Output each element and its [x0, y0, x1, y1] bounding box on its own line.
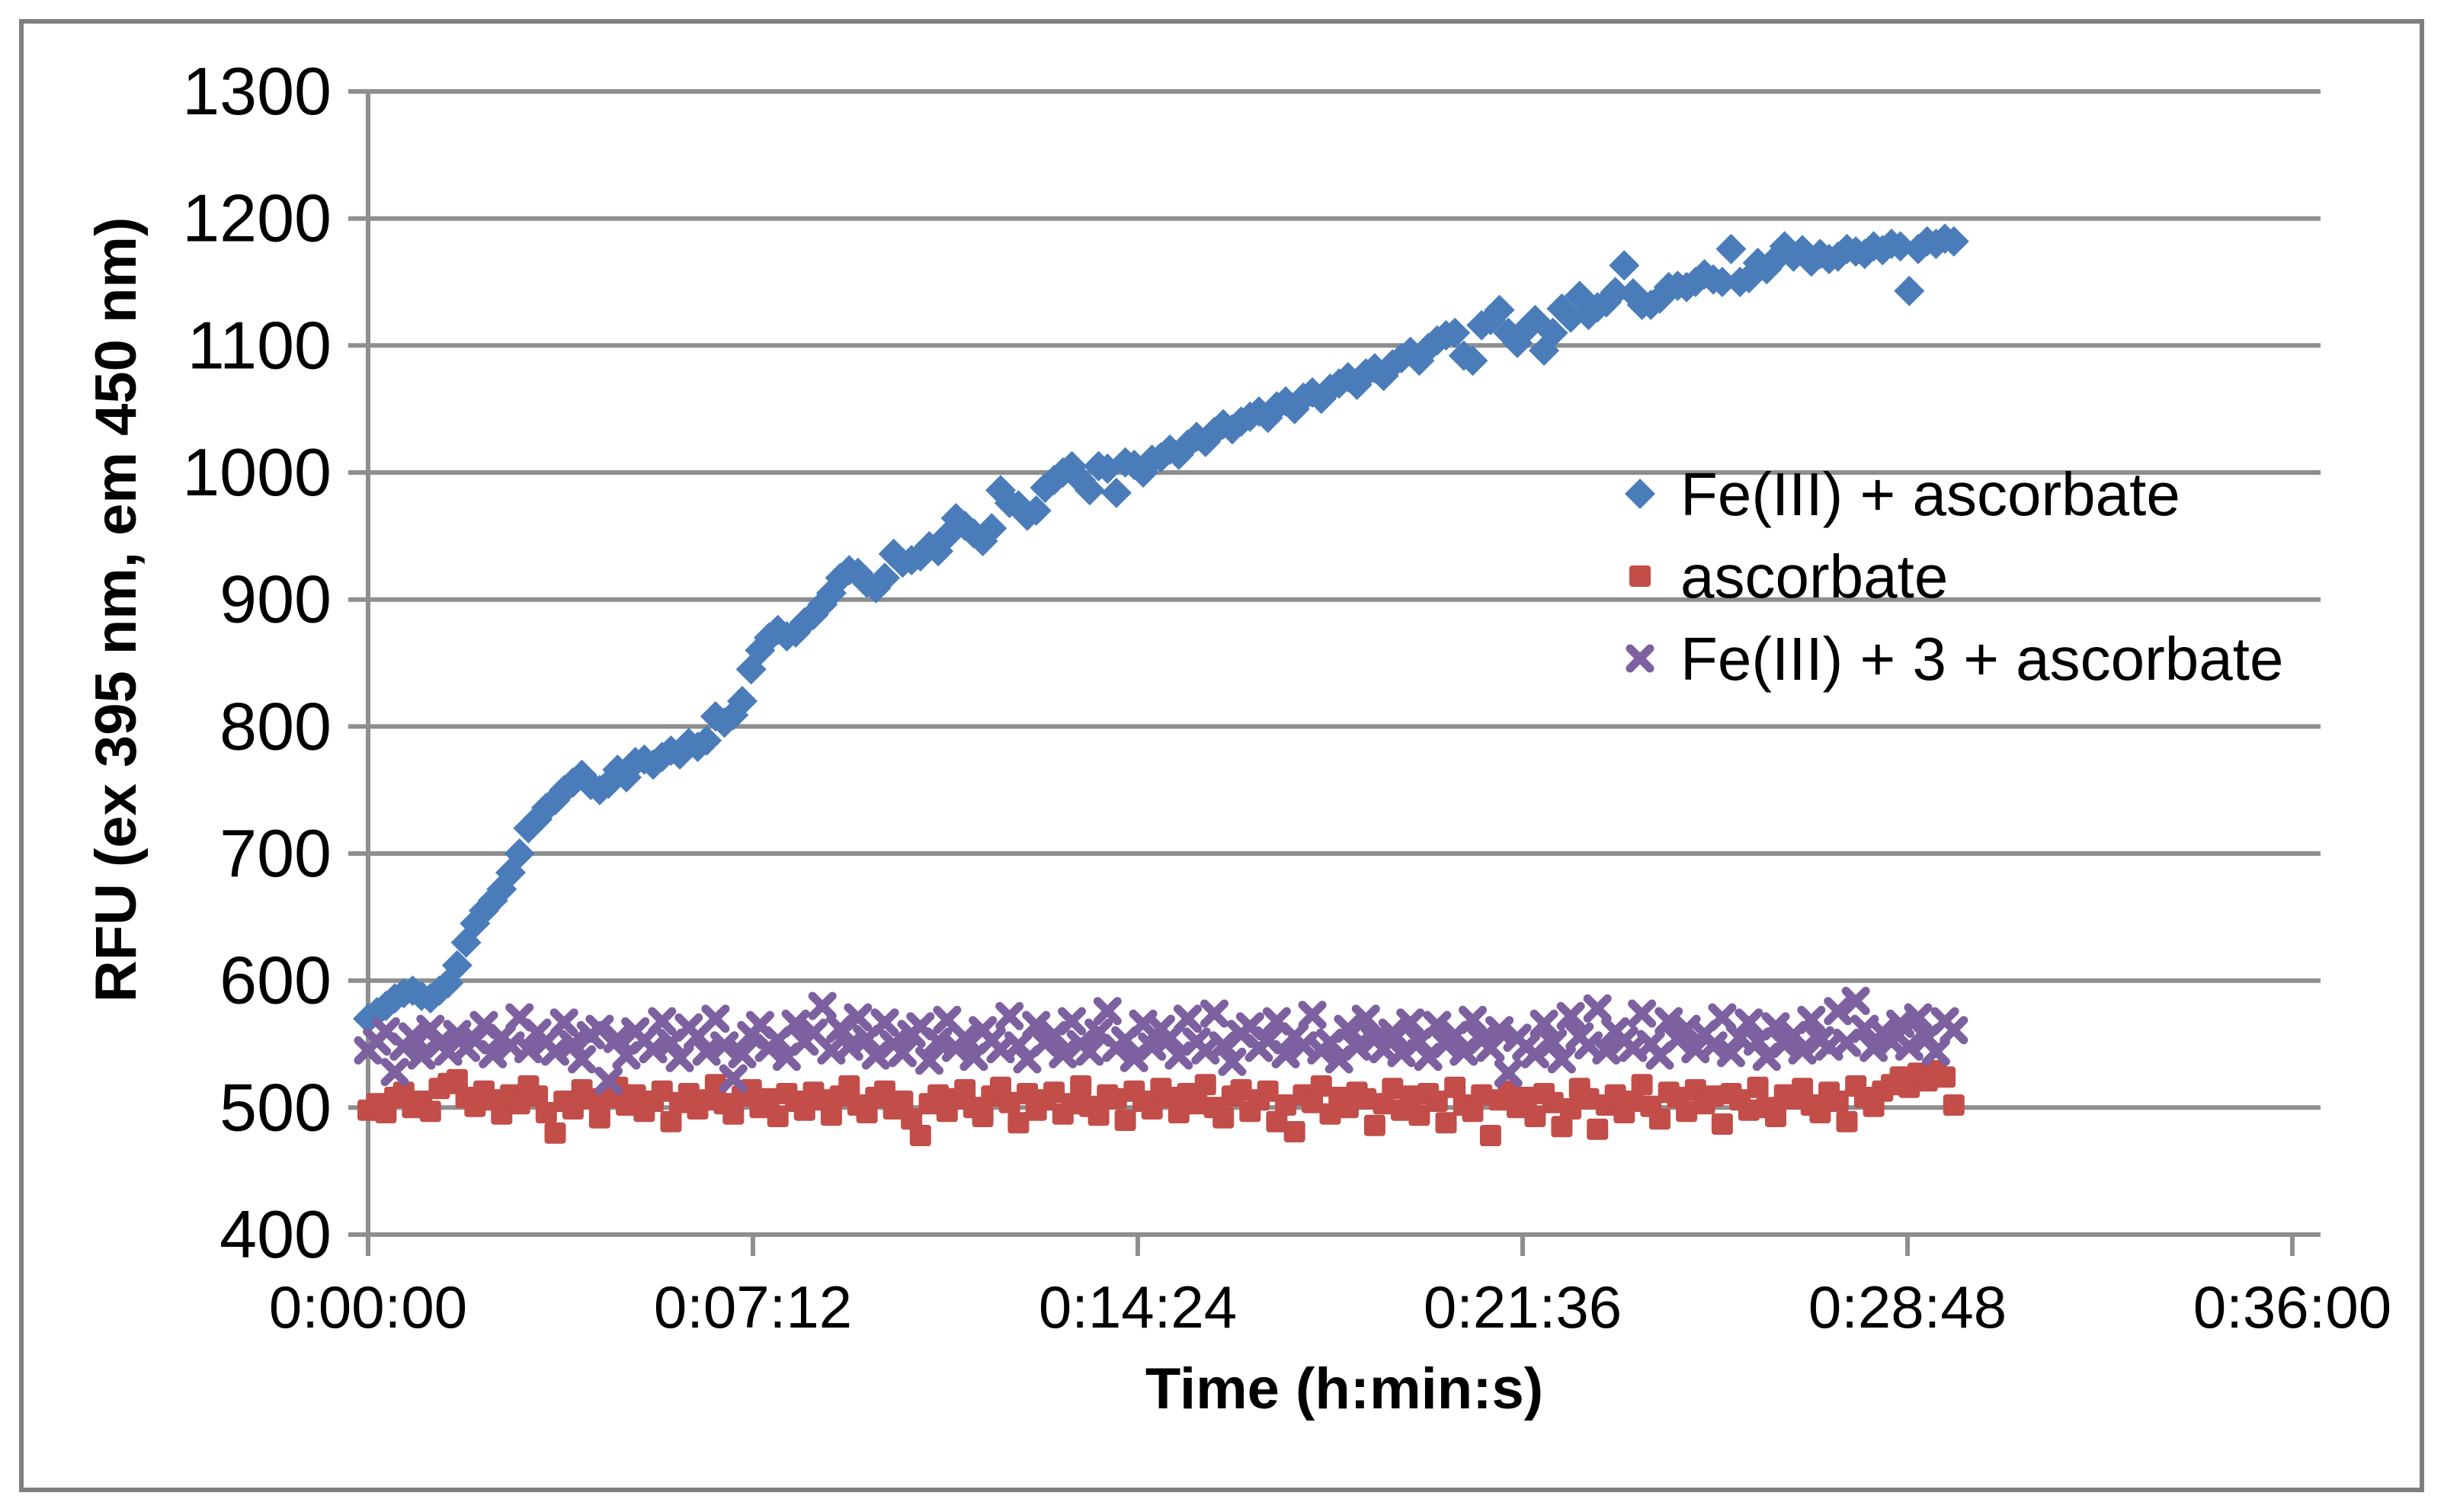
legend-item-1: Fe(III) + ascorbate [1625, 460, 2180, 528]
series-3-points [354, 986, 1968, 1095]
y-axis-ticks [348, 89, 368, 1237]
axis-lines [366, 91, 2321, 1237]
legend-item-3: Fe(III) + 3 + ascorbate [1626, 625, 2283, 693]
y-tick-label: 1300 [182, 53, 332, 129]
y-axis-title: RFU (ex 395 nm, em 450 nm) [84, 217, 149, 1003]
y-tick-label: 900 [219, 562, 332, 637]
x-tick-label: 0:21:36 [1424, 1273, 1622, 1341]
legend-marker-diamond-icon [1625, 479, 1655, 509]
plot-points [353, 223, 1969, 1146]
legend-item-2: ascorbate [1629, 543, 1948, 610]
legend-label: ascorbate [1680, 543, 1948, 610]
legend: Fe(III) + ascorbate ascorbate Fe(III) + 3 … [1625, 460, 2283, 693]
x-axis-title: Time (h:min:s) [1145, 1357, 1543, 1421]
y-tick-label: 1200 [182, 181, 332, 256]
series-1-points [353, 223, 1969, 1034]
y-tick-label: 400 [219, 1196, 332, 1272]
series-2-points [357, 1060, 1965, 1146]
figure-border [19, 19, 2424, 1492]
y-tick-label: 1100 [187, 307, 332, 383]
legend-marker-square-icon [1629, 565, 1651, 587]
y-tick-label: 800 [219, 688, 332, 764]
legend-label: Fe(III) + ascorbate [1680, 460, 2180, 528]
y-tick-label: 600 [219, 943, 332, 1018]
y-tick-label: 500 [219, 1069, 332, 1145]
y-tick-label: 700 [219, 815, 332, 891]
y-tick-label: 1000 [182, 434, 332, 510]
legend-label: Fe(III) + 3 + ascorbate [1680, 625, 2283, 693]
x-tick-label: 0:36:00 [2193, 1273, 2391, 1341]
x-axis-tick-labels: 0:00:00 0:07:12 0:14:24 0:21:36 0:28:48 0:36:… [269, 1273, 2391, 1341]
y-axis-tick-labels: 400 500 600 700 800 900 1000 1100 1200 1300 [182, 53, 332, 1272]
x-tick-label: 0:00:00 [269, 1273, 467, 1341]
x-tick-label: 0:07:12 [654, 1273, 852, 1341]
x-tick-label: 0:14:24 [1039, 1273, 1237, 1341]
legend-marker-x-icon [1626, 644, 1654, 673]
x-tick-label: 0:28:48 [1808, 1273, 2007, 1341]
x-axis-ticks [366, 1235, 2295, 1256]
